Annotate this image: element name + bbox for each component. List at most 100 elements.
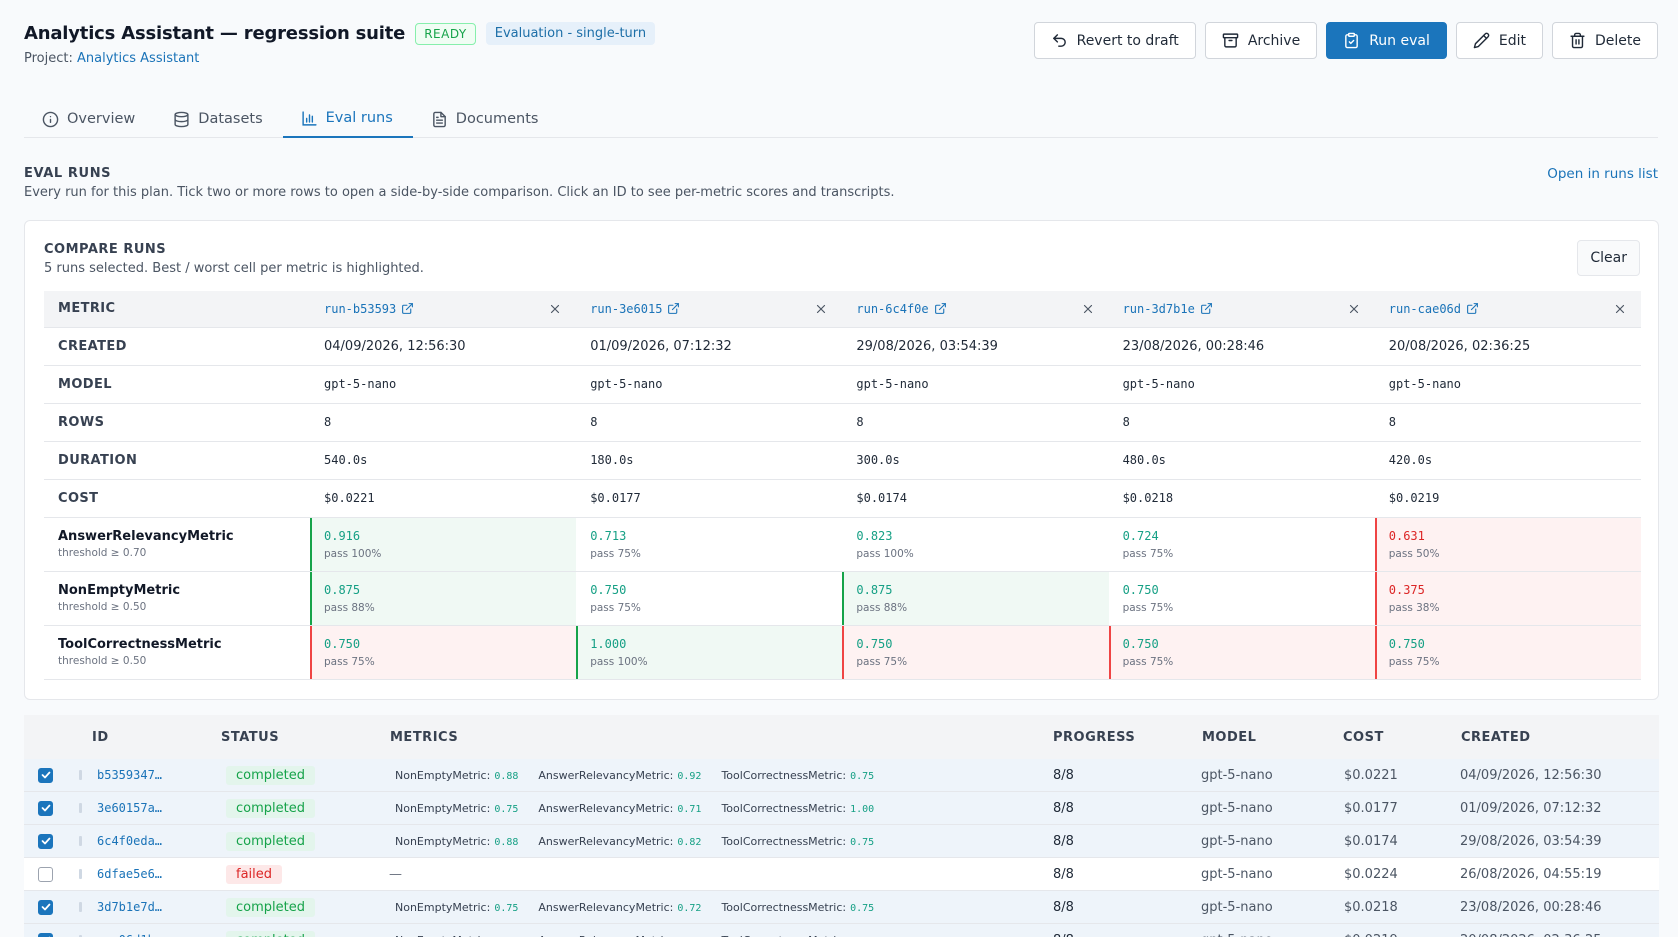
tab-overview[interactable]: Overview: [24, 100, 155, 138]
remove-run-icon[interactable]: [1613, 302, 1627, 316]
metric-score-cell: 0.750 pass 75%: [842, 625, 1109, 680]
remove-run-icon[interactable]: [1347, 302, 1361, 316]
table-row[interactable]: b5359347… completed NonEmptyMetric: 0.88 Ans…: [24, 759, 1659, 792]
cell-created: 20/08/2026, 02:36:25: [1374, 327, 1641, 366]
run-id-link[interactable]: 3e60157a…: [97, 801, 163, 815]
run-column-header: run-cae06d: [1374, 291, 1641, 328]
section-description: Every run for this plan. Tick two or mor…: [24, 185, 895, 200]
metric-score: 0.375: [1388, 582, 1425, 597]
metric-chip-value: 0.82: [677, 836, 702, 848]
table-row[interactable]: 6dfae5e6… failed — 8/8 gpt-5-nano $0.0224 26/0…: [24, 858, 1659, 891]
table-row[interactable]: cae06d1b… completed NonEmptyMetric: 0.38 Ans…: [24, 924, 1659, 937]
run-id-link[interactable]: 6c4f0eda…: [97, 834, 163, 848]
clear-button[interactable]: Clear: [1577, 240, 1640, 276]
run-id-link[interactable]: run-6c4f0e: [856, 302, 946, 316]
run-id-link[interactable]: 3d7b1e7d…: [97, 900, 163, 914]
table-row[interactable]: 6c4f0eda… completed NonEmptyMetric: 0.88 Ans…: [24, 825, 1659, 858]
col-header-id: ID: [92, 730, 109, 745]
tab-datasets[interactable]: Datasets: [155, 100, 282, 138]
drag-handle-icon[interactable]: [79, 792, 83, 824]
row-checkbox[interactable]: [38, 924, 55, 937]
col-header-status: STATUS: [221, 730, 280, 745]
edit-label: Edit: [1498, 32, 1526, 49]
drag-handle-icon[interactable]: [79, 858, 83, 890]
metric-threshold: threshold ≥ 0.50: [58, 601, 147, 613]
remove-run-icon[interactable]: [1081, 302, 1095, 316]
pass-rate: pass 75%: [1122, 547, 1174, 560]
tab-documents[interactable]: Documents: [413, 100, 559, 138]
run-id-link[interactable]: run-b53593: [324, 302, 414, 316]
checkbox[interactable]: [38, 767, 53, 783]
col-header-created: CREATED: [1461, 730, 1531, 745]
row-checkbox[interactable]: [38, 825, 55, 857]
run-id-link[interactable]: run-3d7b1e: [1123, 302, 1213, 316]
status-cell: completed: [226, 759, 315, 791]
metrics-cell: NonEmptyMetric: 0.75 AnswerRelevancyMetric…: [389, 891, 880, 923]
run-header-content: run-3e6015: [576, 302, 842, 316]
checkbox[interactable]: [38, 866, 53, 882]
cell-rows: 8: [1374, 403, 1641, 442]
checkbox[interactable]: [38, 833, 53, 849]
clipboard-check-icon: [1345, 32, 1359, 49]
row-checkbox[interactable]: [38, 891, 55, 923]
model-cell: gpt-5-nano: [1201, 767, 1273, 783]
compare-header-row: METRIC run-b53593 run-3e6015 run-6c4f0e run…: [44, 291, 1641, 328]
run-eval-button[interactable]: Run eval: [1326, 22, 1447, 59]
checkbox[interactable]: [38, 932, 53, 937]
cell-model: gpt-5-nano: [1374, 365, 1641, 404]
database-icon: [174, 111, 189, 127]
run-id-link[interactable]: 6dfae5e6…: [97, 867, 163, 881]
tab-label: Datasets: [198, 111, 263, 127]
revert-to-draft-button[interactable]: Revert to draft: [1033, 22, 1196, 59]
compare-row-cost: COST $0.0221 $0.0177 $0.0174 $0.0218 $0.0219: [44, 479, 1641, 518]
open-in-runs-list-link[interactable]: Open in runs list: [1547, 166, 1658, 182]
table-row[interactable]: 3d7b1e7d… completed NonEmptyMetric: 0.75 Ans…: [24, 891, 1659, 924]
drag-handle-icon[interactable]: [79, 891, 83, 923]
col-header-progress: PROGRESS: [1053, 730, 1136, 745]
pass-rate: pass 50%: [1388, 547, 1440, 560]
status-cell: completed: [226, 924, 315, 937]
run-id-link[interactable]: cae06d1b…: [97, 924, 162, 937]
metric-score-cell: 0.750 pass 75%: [576, 571, 843, 626]
run-id-link[interactable]: run-3e6015: [590, 302, 680, 316]
remove-run-icon[interactable]: [548, 302, 562, 316]
row-checkbox[interactable]: [38, 792, 55, 824]
status-cell: completed: [226, 825, 315, 857]
compare-row-model: MODEL gpt-5-nano gpt-5-nano gpt-5-nano gpt-5…: [44, 365, 1641, 404]
archive-button[interactable]: Archive: [1204, 22, 1318, 59]
metric-chip-value: 0.63: [677, 936, 701, 937]
checkbox[interactable]: [38, 800, 53, 816]
drag-handle-icon[interactable]: [79, 924, 83, 937]
table-row[interactable]: 3e60157a… completed NonEmptyMetric: 0.75 Ans…: [24, 792, 1659, 825]
project-link[interactable]: Analytics Assistant: [77, 51, 200, 66]
delete-button[interactable]: Delete: [1552, 22, 1658, 59]
pass-rate: pass 100%: [590, 655, 648, 668]
metric-score: 0.750: [1388, 636, 1425, 651]
metric-score: 0.823: [856, 528, 893, 543]
check-icon: [41, 771, 50, 779]
row-checkbox[interactable]: [38, 759, 55, 791]
drag-handle-icon[interactable]: [79, 825, 83, 857]
edit-button[interactable]: Edit: [1455, 22, 1543, 59]
metric-chip-value: 0.88: [494, 836, 519, 848]
status-badge: completed: [226, 897, 315, 917]
tab-eval-runs[interactable]: Eval runs: [282, 100, 413, 138]
metric-chip: NonEmptyMetric: 0.38: [389, 932, 524, 937]
pass-rate: pass 38%: [1388, 601, 1440, 614]
compare-row-duration: DURATION 540.0s 180.0s 300.0s 480.0s 420.0s: [44, 441, 1641, 480]
cell-duration: 540.0s: [310, 441, 577, 480]
run-id-link[interactable]: b5359347…: [97, 768, 163, 782]
remove-run-icon[interactable]: [814, 302, 828, 316]
drag-handle-icon[interactable]: [79, 759, 83, 791]
row-checkbox[interactable]: [38, 858, 55, 890]
pass-rate: pass 88%: [856, 601, 908, 614]
metric-chip-value: 0.88: [494, 770, 519, 782]
checkbox[interactable]: [38, 899, 53, 915]
metric-score-cell: 0.750 pass 75%: [310, 625, 577, 680]
cost-cell: $0.0174: [1344, 833, 1398, 849]
metric-chip: NonEmptyMetric: 0.75: [389, 899, 524, 916]
run-id-link[interactable]: run-cae06d: [1389, 302, 1479, 316]
metric-chip-name: AnswerRelevancyMetric:: [538, 768, 674, 782]
project-label: Project:: [24, 51, 73, 66]
status-badge: completed: [226, 930, 315, 937]
